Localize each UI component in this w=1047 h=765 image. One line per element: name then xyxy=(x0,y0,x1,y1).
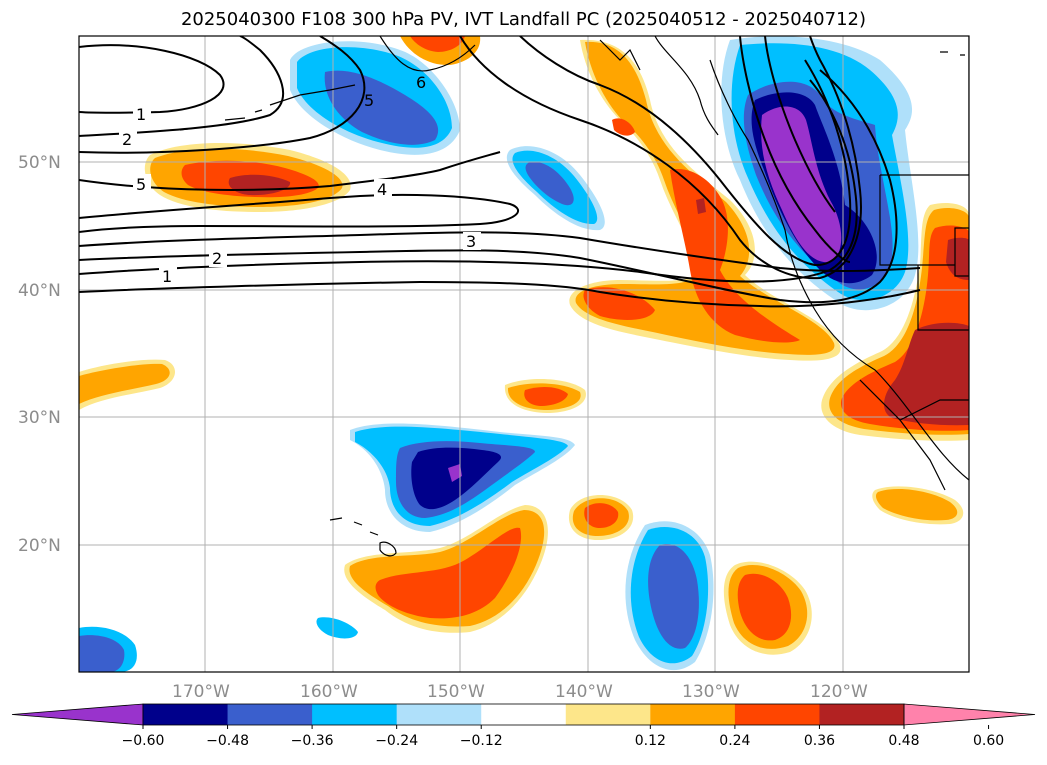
colorbar-swatch xyxy=(143,704,229,725)
colorbar-swatch xyxy=(565,704,651,725)
coastlines xyxy=(179,36,969,557)
colorbar-outline xyxy=(142,703,905,726)
colorbar-tick-label: −0.36 xyxy=(291,733,334,749)
negative-pv-region-subtropical xyxy=(448,464,462,482)
colorbar-tick-label: 0.24 xyxy=(719,733,750,749)
colorbar-swatch xyxy=(227,704,313,725)
colorbar-swatch xyxy=(650,704,736,725)
colorbar-extend-low xyxy=(11,703,144,726)
graticule xyxy=(79,36,969,672)
colorbar-tick-label: −0.60 xyxy=(122,733,165,749)
contour-label: 1 xyxy=(162,267,172,286)
lon-label: 150°W xyxy=(427,682,485,702)
colorbar-swatch xyxy=(396,704,482,725)
colorbar-tick-label: 0.60 xyxy=(973,733,1004,749)
lon-label: 170°W xyxy=(172,682,230,702)
colorbar-tick-label: 0.12 xyxy=(635,733,666,749)
map-frame xyxy=(78,35,970,673)
contour-label: 5 xyxy=(136,175,146,194)
longitude-labels: 170°W 160°W 150°W 140°W 130°W 120°W xyxy=(172,682,868,702)
contour-label: 5 xyxy=(364,91,374,110)
lon-label: 130°W xyxy=(682,682,740,702)
lon-label: 140°W xyxy=(555,682,613,702)
lat-label: 20°N xyxy=(18,536,61,556)
negative-pv-region-west xyxy=(79,635,125,672)
colorbar-tick-label: 0.48 xyxy=(888,733,919,749)
negative-pv-region-south xyxy=(648,544,699,649)
contour-label: 1 xyxy=(136,105,146,124)
latitude-labels: 50°N 40°N 30°N 20°N xyxy=(18,153,61,556)
colorbar-tick-label: −0.24 xyxy=(375,733,418,749)
negative-pv-region-aleutian xyxy=(324,70,439,145)
contour-label: 6 xyxy=(416,73,426,92)
positive-pv-region-jet xyxy=(612,118,635,136)
negative-pv-region-northwest xyxy=(761,106,842,263)
colorbar xyxy=(11,703,1036,726)
positive-pv-region-east xyxy=(875,488,958,521)
colorbar-swatch xyxy=(734,704,820,725)
positive-pv-region-south xyxy=(737,573,792,641)
contour-label: 4 xyxy=(377,180,387,199)
colorbar-swatch xyxy=(312,704,398,725)
colorbar-swatch xyxy=(481,704,567,725)
positive-pv-region-jet xyxy=(583,287,655,320)
positive-pv-region-small xyxy=(584,503,619,528)
colorbar-extend-high xyxy=(903,703,1036,726)
contour-label: 2 xyxy=(212,249,222,268)
contour-label-group: 1 2 5 4 3 2 1 5 6 xyxy=(119,73,481,286)
contour-lines xyxy=(79,36,921,308)
positive-pv-region-west-edge xyxy=(79,363,170,404)
positive-pv-region-alaska xyxy=(410,36,465,52)
colorbar-swatch xyxy=(819,704,905,725)
lon-label: 120°W xyxy=(810,682,868,702)
positive-pv-region-subtropical xyxy=(375,527,522,619)
contour-label: 3 xyxy=(466,232,476,251)
lat-label: 40°N xyxy=(18,281,61,301)
lat-label: 30°N xyxy=(18,408,61,428)
lon-label: 160°W xyxy=(300,682,358,702)
positive-pv-region-southwest xyxy=(946,237,969,280)
shaded-anomaly-layer: 1 2 5 4 3 2 1 5 6 xyxy=(79,36,969,672)
positive-pv-region-jet xyxy=(696,198,706,214)
colorbar-tick-label: 0.36 xyxy=(804,733,835,749)
colorbar-labels: −0.60 −0.48 −0.36 −0.24 −0.12 0.12 0.24 0.36 0.4… xyxy=(122,725,1004,749)
negative-pv-region-central xyxy=(525,161,574,206)
colorbar-tick-label: −0.48 xyxy=(206,733,249,749)
positive-pv-region-central xyxy=(524,386,568,406)
negative-pv-region-small xyxy=(316,617,358,639)
colorbar-tick-label: −0.12 xyxy=(460,733,503,749)
lat-label: 50°N xyxy=(18,153,61,173)
contour-label: 2 xyxy=(122,130,132,149)
map-title: 2025040300 F108 300 hPa PV, IVT Landfall… xyxy=(180,9,867,30)
